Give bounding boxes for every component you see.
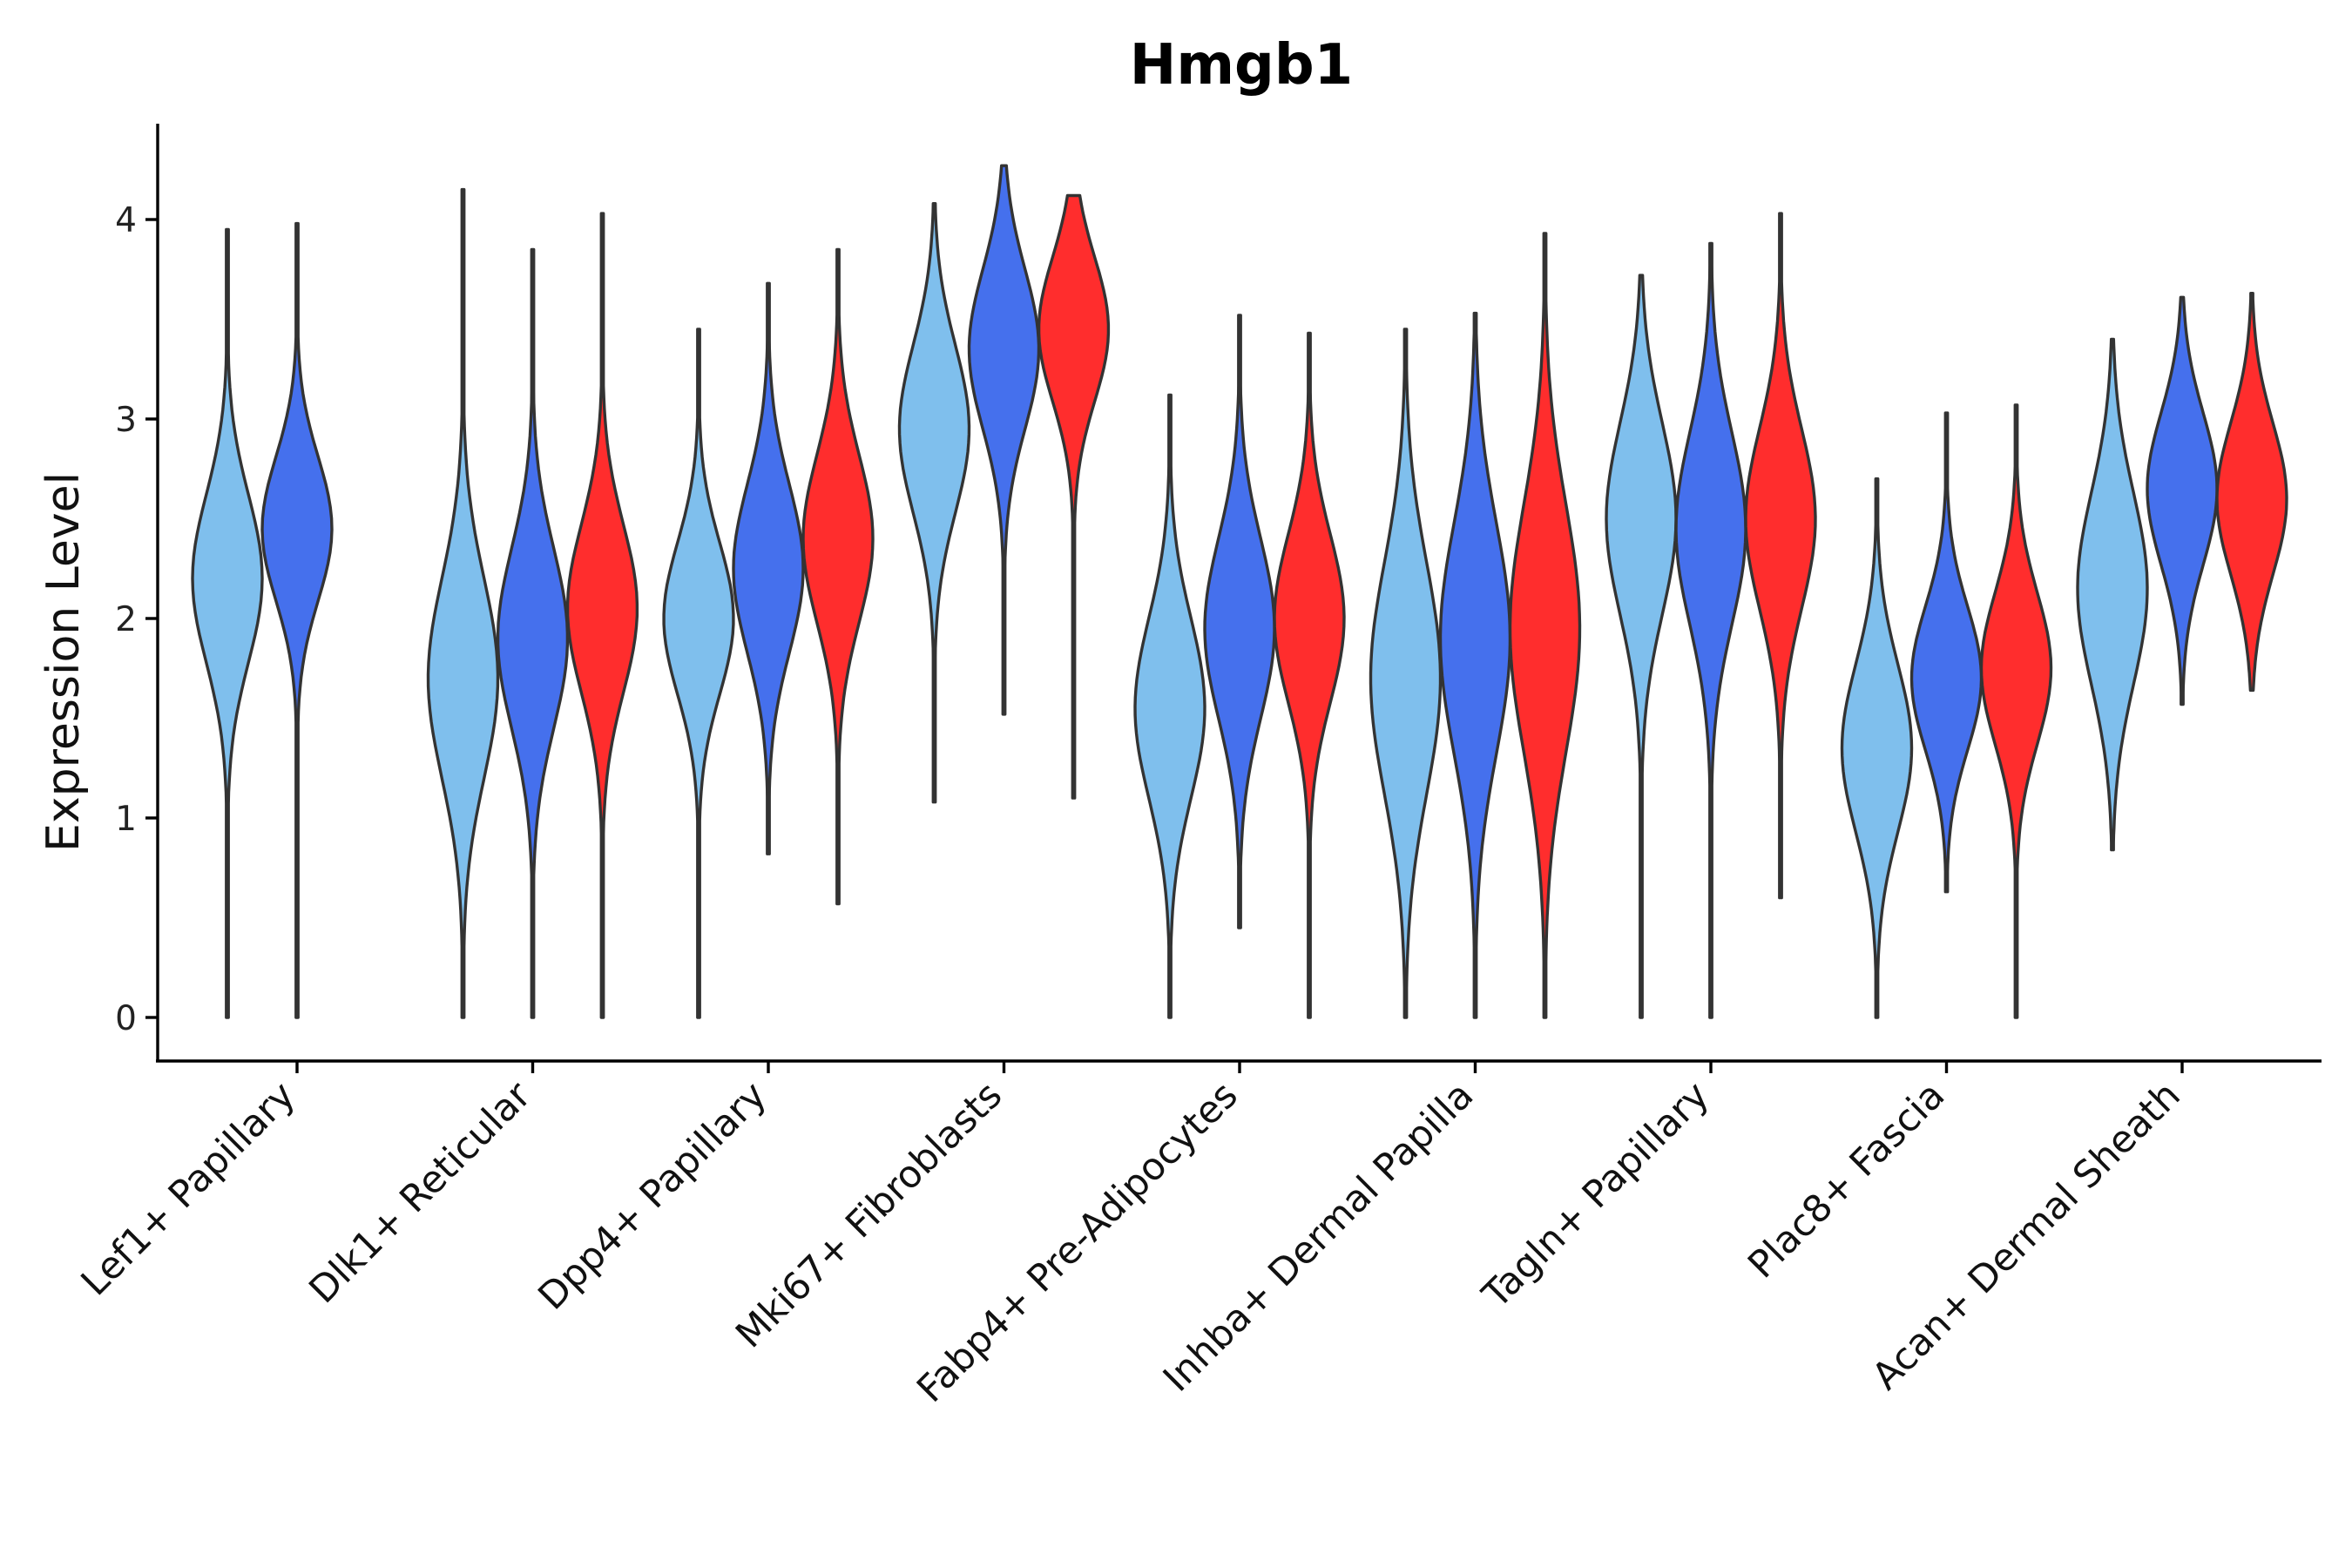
y-axis-label: Expression Level xyxy=(37,472,90,852)
violin-7-0 xyxy=(1840,477,1914,1019)
violin-2-1 xyxy=(732,281,805,855)
y-tick-label: 4 xyxy=(115,201,137,240)
x-category-label: Dpp4+ Papillary xyxy=(531,1073,775,1318)
x-category-label: Dlk1+ Reticular xyxy=(301,1073,540,1312)
violin-2-0 xyxy=(662,328,735,1019)
x-category-label: Mki67+ Fibroblasts xyxy=(727,1073,1010,1356)
violins-layer xyxy=(191,164,2288,1019)
violin-5-1 xyxy=(1438,311,1512,1019)
violin-0-0 xyxy=(191,227,264,1019)
violin-4-1 xyxy=(1203,314,1276,929)
y-tick-label: 1 xyxy=(115,800,137,839)
x-category-label: Tagln+ Papillary xyxy=(1474,1073,1718,1317)
y-tick-label: 0 xyxy=(115,999,137,1038)
x-category-label: Lef1+ Papillary xyxy=(73,1073,304,1304)
violin-5-2 xyxy=(1508,232,1582,1019)
violin-1-1 xyxy=(496,247,570,1019)
violin-4-0 xyxy=(1133,393,1206,1019)
violin-3-0 xyxy=(897,202,971,804)
violin-3-1 xyxy=(967,164,1041,716)
y-ticks-layer: 0 1 2 3 4 xyxy=(115,201,158,1038)
violin-3-2 xyxy=(1037,193,1111,800)
violin-6-0 xyxy=(1605,274,1678,1019)
violin-6-1 xyxy=(1674,241,1747,1019)
y-tick-label: 3 xyxy=(115,401,137,440)
violin-1-2 xyxy=(565,212,639,1019)
violin-8-0 xyxy=(2076,337,2149,852)
violin-0-1 xyxy=(260,221,334,1019)
violin-7-2 xyxy=(1979,403,2053,1019)
violin-2-2 xyxy=(801,247,875,906)
violin-1-0 xyxy=(426,187,500,1019)
x-category-label: Plac8+ Fascia xyxy=(1740,1073,1953,1287)
violin-8-1 xyxy=(2146,295,2219,706)
violin-5-0 xyxy=(1369,328,1443,1019)
violin-4-2 xyxy=(1273,331,1346,1019)
violin-7-1 xyxy=(1909,411,1984,894)
y-tick-label: 2 xyxy=(115,600,137,639)
violin-8-2 xyxy=(2215,292,2288,693)
violin-6-2 xyxy=(1744,212,1817,900)
chart-title: Hmgb1 xyxy=(1130,33,1353,98)
